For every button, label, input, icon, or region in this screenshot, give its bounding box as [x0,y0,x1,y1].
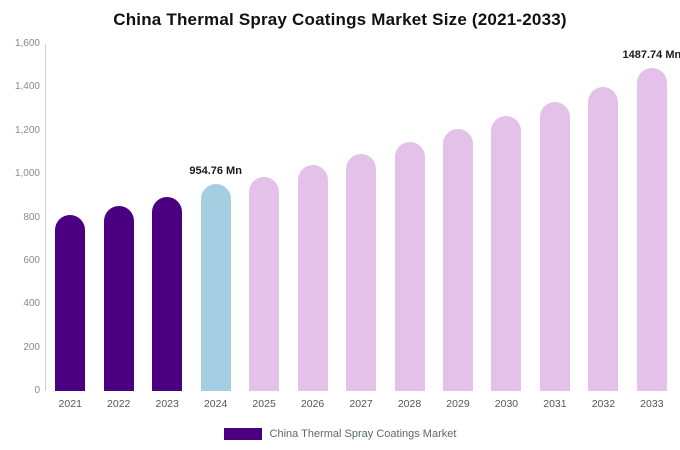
value-label: 954.76 Mn [189,164,242,177]
bar-2027 [346,154,377,391]
x-axis-label: 2025 [252,398,276,410]
x-axis-label: 2023 [155,398,179,410]
x-axis-label: 2021 [58,398,82,410]
y-axis: 1,600 1,400 1,200 1,000 800 600 400 200 0 [0,0,40,450]
bar-column [143,44,191,391]
bar-column [434,44,482,391]
bar-column [579,44,627,391]
value-label: 1487.74 Mn [622,49,680,62]
bar-2024 [200,183,231,391]
bar-column [240,44,288,391]
bar-column [94,44,142,391]
bar-column [531,44,579,391]
bar-column: 954.76 Mn [189,44,242,391]
legend-swatch [223,428,262,440]
x-axis-label: 2026 [300,398,325,410]
bar-2028 [394,141,425,391]
x-axis-label: 2029 [446,398,470,410]
bar-column [482,44,530,391]
chart-title: China Thermal Spray Coatings Market Size… [113,10,567,29]
y-tick-label: 200 [23,341,40,353]
y-tick-label: 0 [34,385,40,396]
x-axis-label: 2028 [397,398,422,410]
bar-2025 [249,177,280,391]
x-axis-labels: 2021 2022 2023 2024 2025 2026 2027 2028 2029 2030… [46,398,676,414]
y-tick-label: 1,200 [14,124,40,136]
bar-2021 [55,215,86,391]
y-tick-label: 800 [23,211,40,223]
bar-column [337,44,385,391]
bar-column [46,44,94,391]
x-axis-label: 2022 [107,398,131,410]
legend: China Thermal Spray Coatings Market [0,426,680,442]
x-axis-label: 2024 [203,398,228,410]
x-axis-label: 2027 [349,398,373,410]
x-axis-label: 2030 [494,398,519,410]
bar-2026 [297,165,328,391]
bar-2023 [152,197,183,391]
bar-column [288,44,336,391]
bar-2031 [539,101,570,391]
y-tick-label: 600 [23,254,40,266]
y-tick-label: 1,600 [14,38,40,49]
x-axis-label: 2031 [543,398,567,410]
y-axis-line [45,44,46,391]
bar-column [385,44,433,391]
y-tick-label: 1,000 [14,168,40,180]
y-tick-label: 400 [23,298,40,310]
y-tick-label: 1,400 [14,81,40,93]
legend-label: China Thermal Spray Coatings Market [269,428,457,440]
x-axis-label: 2032 [591,398,616,410]
bar-2022 [103,206,134,391]
bar-2029 [442,129,473,391]
bar-column: 1487.74 Mn [623,44,680,391]
bars: 954.76 Mn 1487.74 Mn [46,44,680,391]
x-axis-label: 2033 [640,398,664,410]
bar-2030 [491,115,522,391]
bar-2032 [588,86,619,391]
bar-2033 [636,68,667,391]
